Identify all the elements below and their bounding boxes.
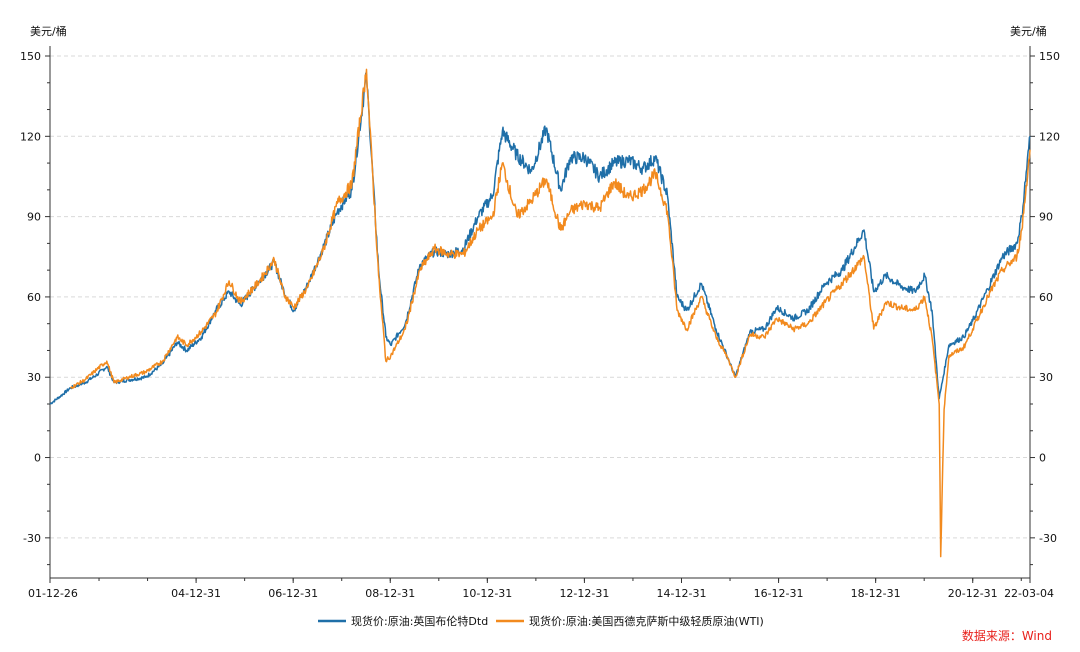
data-source-note: 数据来源：Wind [962,628,1052,643]
right-y-tick-label: 90 [1039,211,1053,224]
x-tick-label: 20-12-31 [948,587,998,600]
right-y-tick-label: 150 [1039,50,1060,63]
legend-brent-label: 现货价:原油:英国布伦特Dtd [351,614,488,628]
right-y-ticks: 150 120 90 60 30 0 -30 [1030,50,1060,566]
x-tick-label: 06-12-31 [268,587,318,600]
right-y-tick-label: 0 [1039,452,1046,465]
x-tick-label: 18-12-31 [851,587,901,600]
x-tick-label: 12-12-31 [559,587,609,600]
left-y-unit-label: 美元/桶 [30,24,67,38]
axes [49,46,1031,579]
wti-series-line [70,68,1031,558]
left-y-tick-label: 150 [20,50,41,63]
left-y-tick-label: 0 [34,452,41,465]
left-y-tick-label: 120 [20,130,41,143]
legend: 现货价:原油:英国布伦特Dtd 现货价:原油:美国西德克萨斯中级轻质原油(WTI… [318,614,764,628]
left-y-tick-label: -30 [23,532,41,545]
x-tick-label: 22-03-04 [1004,587,1054,600]
series-lines [49,68,1031,558]
left-y-tick-label: 30 [27,371,41,384]
x-tick-label: 10-12-31 [462,587,512,600]
right-y-tick-label: -30 [1039,532,1057,545]
x-ticks: 01-12-26 04-12-31 06-12-31 08-12-31 10-12-31… [28,578,1054,600]
left-y-tick-label: 90 [27,211,41,224]
right-y-tick-label: 120 [1039,130,1060,143]
legend-wti-label: 现货价:原油:美国西德克萨斯中级轻质原油(WTI) [529,614,764,628]
right-y-unit-label: 美元/桶 [1010,24,1047,38]
left-y-tick-label: 60 [27,291,41,304]
x-tick-label: 16-12-31 [754,587,804,600]
right-y-tick-label: 30 [1039,371,1053,384]
x-tick-label: 08-12-31 [365,587,415,600]
right-y-tick-label: 60 [1039,291,1053,304]
x-tick-label: 14-12-31 [657,587,707,600]
left-y-ticks: 150 120 90 60 30 0 -30 [20,50,50,566]
brent-series-line [49,72,1031,405]
x-tick-label: 04-12-31 [171,587,221,600]
x-tick-label: 01-12-26 [28,587,78,600]
grid-lines [50,55,1030,539]
